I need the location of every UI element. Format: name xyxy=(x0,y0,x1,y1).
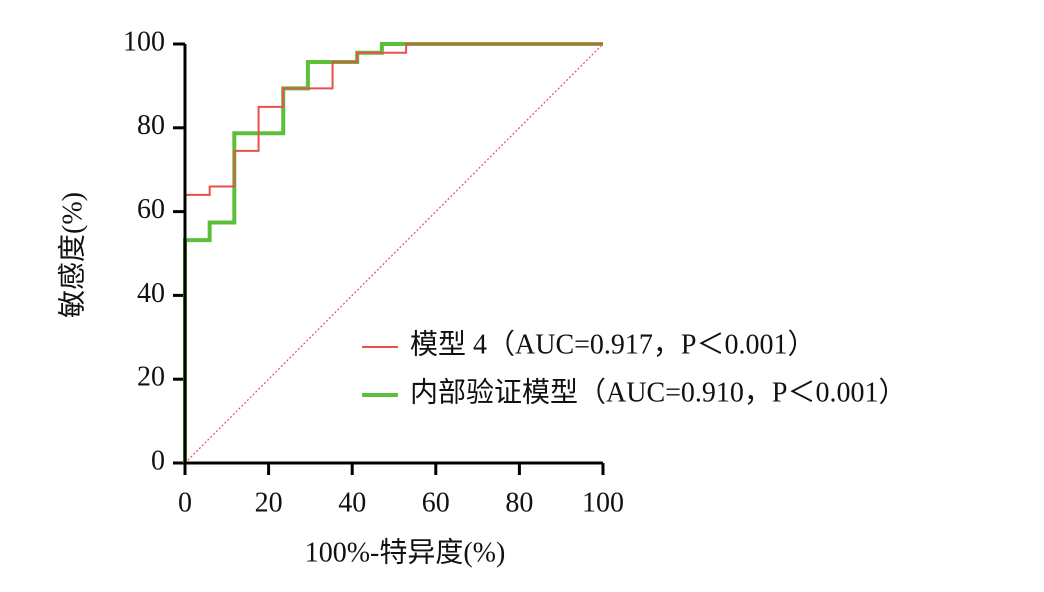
y-axis-label: 敏感度(%) xyxy=(56,192,88,318)
x-tick-label: 60 xyxy=(422,487,450,518)
y-tick-label: 40 xyxy=(137,278,165,309)
y-tick-label: 60 xyxy=(137,194,165,225)
legend-label: 内部验证模型（AUC=0.910，P＜0.001） xyxy=(410,376,906,408)
x-tick-label: 80 xyxy=(505,487,533,518)
x-tick-label: 40 xyxy=(338,487,366,518)
y-tick-label: 80 xyxy=(137,110,165,141)
x-tick-label: 20 xyxy=(255,487,283,518)
y-tick-label: 20 xyxy=(137,362,165,393)
legend-label: 模型 4（AUC=0.917，P＜0.001） xyxy=(410,328,815,360)
y-tick-label: 0 xyxy=(151,445,165,476)
x-tick-label: 100 xyxy=(582,487,624,518)
y-tick-label: 100 xyxy=(123,26,165,57)
series-line xyxy=(184,43,603,463)
x-axis-label: 100%-特异度(%) xyxy=(305,536,506,568)
x-tick-label: 0 xyxy=(178,487,192,518)
series-line xyxy=(184,43,604,464)
